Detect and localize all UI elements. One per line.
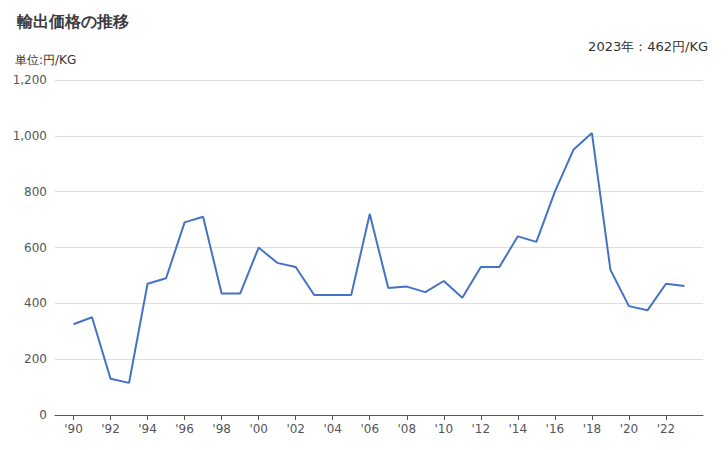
svg-text:'08: '08 [397,422,416,436]
svg-text:0: 0 [39,408,47,422]
svg-text:400: 400 [24,296,47,310]
svg-text:'94: '94 [138,422,157,436]
svg-text:'00: '00 [249,422,268,436]
svg-text:600: 600 [24,241,47,255]
svg-text:'22: '22 [657,422,676,436]
svg-text:'90: '90 [64,422,83,436]
svg-text:'12: '12 [472,422,491,436]
svg-text:輸出価格の推移: 輸出価格の推移 [16,12,129,31]
svg-text:'16: '16 [546,422,565,436]
svg-text:800: 800 [24,185,47,199]
svg-text:'92: '92 [101,422,120,436]
svg-text:'14: '14 [509,422,528,436]
svg-text:'98: '98 [212,422,231,436]
svg-text:'04: '04 [323,422,342,436]
svg-text:'20: '20 [620,422,639,436]
svg-text:2023年：462円/KG: 2023年：462円/KG [588,39,708,54]
svg-text:1,200: 1,200 [13,73,47,87]
svg-text:'96: '96 [175,422,194,436]
svg-text:200: 200 [24,352,47,366]
svg-text:1,000: 1,000 [13,129,47,143]
svg-text:'10: '10 [435,422,454,436]
svg-text:単位:円/KG: 単位:円/KG [15,53,76,67]
svg-text:'18: '18 [583,422,602,436]
svg-text:'06: '06 [360,422,379,436]
svg-text:'02: '02 [286,422,305,436]
